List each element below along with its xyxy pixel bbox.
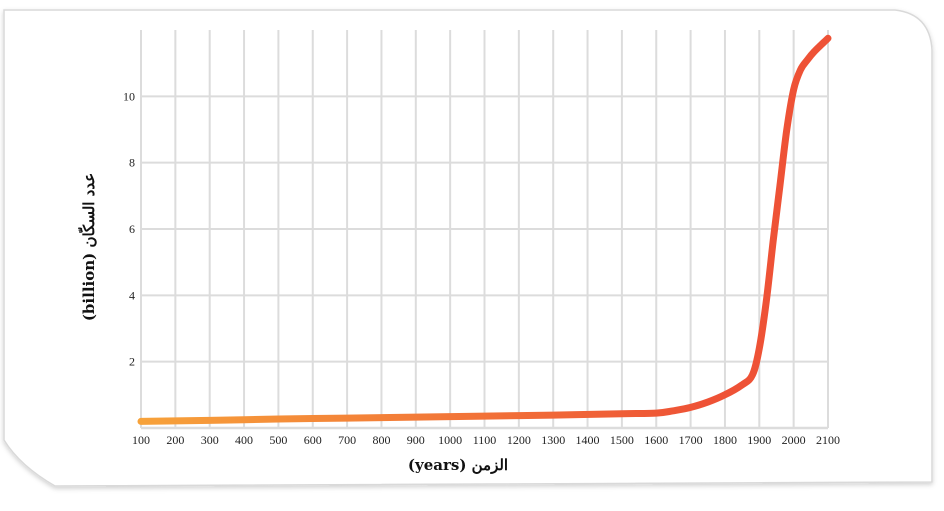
x-axis-title: الزمن (years) xyxy=(408,456,508,474)
y-tick-label: 8 xyxy=(129,156,135,170)
x-tick-label: 1300 xyxy=(541,433,565,447)
x-tick-label: 1800 xyxy=(713,433,737,447)
x-tick-label: 1900 xyxy=(747,433,771,447)
y-tick-label: 10 xyxy=(123,89,135,103)
x-tick-label: 800 xyxy=(372,433,390,447)
x-tick-label: 1700 xyxy=(679,433,703,447)
x-tick-label: 100 xyxy=(132,433,150,447)
chart-grid xyxy=(140,30,829,430)
x-tick-label: 1000 xyxy=(438,433,462,447)
y-axis-title: عدد السكّان (billion) xyxy=(77,173,98,321)
x-axis-ticks: 100 200 300 400 500 600 700 800 900 1000 1100 1200 1… xyxy=(132,433,840,447)
x-tick-label: 600 xyxy=(304,433,322,447)
y-axis-ticks: 2 4 6 8 10 xyxy=(123,89,135,368)
x-tick-label: 200 xyxy=(166,433,184,447)
x-tick-label: 1400 xyxy=(576,433,600,447)
y-tick-label: 2 xyxy=(129,355,135,369)
x-tick-label: 1200 xyxy=(507,433,531,447)
series-group xyxy=(137,34,832,425)
x-tick-label: 1500 xyxy=(610,433,634,447)
x-tick-label: 400 xyxy=(235,433,253,447)
x-tick-label: 2000 xyxy=(782,433,806,447)
x-tick-label: 300 xyxy=(201,433,219,447)
card-background xyxy=(3,9,933,487)
x-tick-label: 700 xyxy=(338,433,356,447)
y-tick-label: 4 xyxy=(129,288,135,302)
x-tick-label: 500 xyxy=(269,433,287,447)
population-series-line xyxy=(137,34,832,425)
y-tick-label: 6 xyxy=(129,222,135,236)
x-tick-label: 1600 xyxy=(644,433,668,447)
x-tick-label: 1100 xyxy=(473,433,497,447)
x-tick-label: 900 xyxy=(407,433,425,447)
x-tick-label: 2100 xyxy=(816,433,840,447)
